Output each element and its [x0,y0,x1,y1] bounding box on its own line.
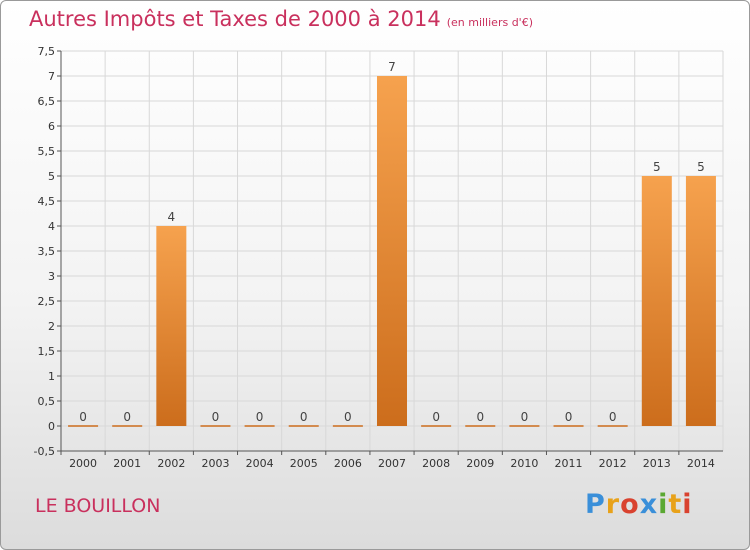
y-tick-label: 6 [48,120,55,133]
bar [597,425,628,427]
y-tick-label: 7 [48,70,55,83]
y-tick-label: 3 [48,270,55,283]
y-tick-label: 5 [48,170,55,183]
data-label: 0 [521,410,529,424]
x-tick-label: 2014 [687,457,715,470]
x-tick-label: 2001 [113,457,141,470]
y-tick-label: 2,5 [38,295,56,308]
bar [421,425,452,427]
bar [376,76,408,426]
bar [332,425,363,427]
data-label: 0 [79,410,87,424]
data-label: 0 [432,410,440,424]
bar [200,425,231,427]
x-tick-label: 2007 [378,457,406,470]
y-tick-label: 6,5 [38,95,56,108]
bar [112,425,143,427]
bar [553,425,584,427]
x-tick-label: 2002 [157,457,185,470]
bar [156,226,187,426]
bar [465,425,496,427]
data-label: 0 [300,410,308,424]
x-tick-label: 2009 [466,457,494,470]
y-tick-label: 4,5 [38,195,56,208]
data-label: 0 [123,410,131,424]
logo-letter: P [585,489,606,520]
y-tick-label: 0,5 [38,395,56,408]
x-tick-label: 2000 [69,457,97,470]
bar [244,425,275,427]
unit-label: (en milliers d'€) [446,16,533,29]
x-tick-label: 2005 [290,457,318,470]
x-tick-label: 2004 [246,457,274,470]
logo-letter: x [639,489,659,520]
title-text: Autres Impôts et Taxes de 2000 à 2014 [29,7,441,31]
x-tick-label: 2012 [599,457,627,470]
x-tick-label: 2006 [334,457,362,470]
x-tick-label: 2008 [422,457,450,470]
y-tick-label: 5,5 [38,145,56,158]
commune-name: LE BOUILLON [35,495,161,517]
y-tick-label: 1,5 [38,345,56,358]
logo-letter: r [605,489,621,520]
x-tick-label: 2010 [510,457,538,470]
data-label: 0 [256,410,264,424]
data-label: 0 [609,410,617,424]
logo-letter: t [668,489,683,520]
bar [641,176,672,426]
bar [685,176,716,426]
y-tick-label: 3,5 [38,245,56,258]
x-tick-label: 2011 [555,457,583,470]
data-label: 4 [168,210,176,224]
data-label: 0 [212,410,220,424]
y-tick-label: -0,5 [34,445,55,458]
proxiti-logo[interactable]: Proxiti [585,489,693,520]
labels: 0 0 4 0 0 0 0 7 0 0 0 0 0 5 5 [79,60,705,424]
y-tick-label: 7,5 [38,45,56,58]
bar [288,425,319,427]
data-label: 5 [697,160,705,174]
axes: -0,5 0 0,5 1 1,5 2 2,5 3 3,5 4 4,5 5 5,5 6 6,5 7 7,5 2000… [34,45,723,470]
y-tick-label: 0 [48,420,55,433]
data-label: 0 [565,410,573,424]
logo-letter: i [682,489,693,520]
data-label: 0 [344,410,352,424]
chart-title: Autres Impôts et Taxes de 2000 à 2014 (en… [29,7,533,31]
x-tick-label: 2013 [643,457,671,470]
y-tick-label: 1 [48,370,55,383]
logo-letter: i [658,489,669,520]
bar [509,425,540,427]
bar [68,425,99,427]
data-label: 7 [388,60,396,74]
data-label: 5 [653,160,661,174]
y-tick-label: 4 [48,220,55,233]
data-label: 0 [476,410,484,424]
y-tick-label: 2 [48,320,55,333]
x-tick-label: 2003 [201,457,229,470]
bars [68,76,716,427]
logo-letter: o [620,489,640,520]
